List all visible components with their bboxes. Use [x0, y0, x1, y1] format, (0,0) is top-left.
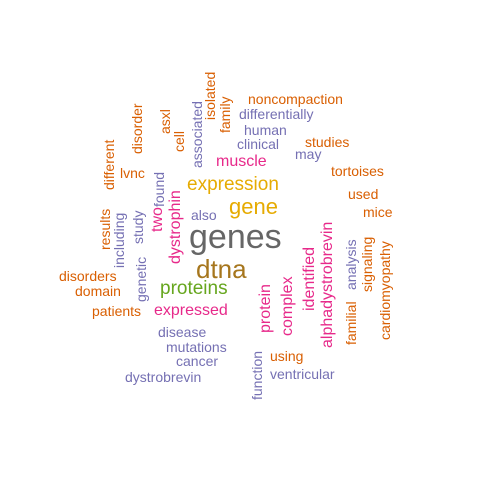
word-familial: familial: [343, 301, 359, 345]
word-identified: identified: [301, 246, 318, 311]
word-disorder: disorder: [129, 103, 145, 154]
word-dystrobrevin: dystrobrevin: [125, 369, 202, 385]
word-differentially: differentially: [239, 106, 314, 122]
word-protein: protein: [257, 284, 274, 333]
word-ventricular: ventricular: [270, 366, 335, 382]
word-found: found: [151, 171, 167, 207]
word-mutations: mutations: [166, 339, 227, 355]
word-studies: studies: [305, 134, 350, 150]
word-gene: gene: [229, 194, 278, 219]
word-genetic: genetic: [133, 256, 149, 302]
word-mice: mice: [363, 204, 393, 220]
word-disorders: disorders: [59, 268, 117, 284]
word-muscle: muscle: [216, 153, 267, 170]
word-cancer: cancer: [176, 353, 219, 369]
word-asxl: asxl: [157, 109, 173, 134]
word-used: used: [348, 186, 379, 202]
word-results: results: [97, 208, 113, 250]
word-disease: disease: [158, 324, 207, 340]
word-expressed: expressed: [154, 302, 228, 319]
word-also: also: [191, 207, 217, 223]
word-alphadystrobrevin: alphadystrobrevin: [319, 221, 336, 348]
word-lvnc: lvnc: [120, 165, 145, 181]
word-analysis: analysis: [343, 239, 359, 290]
word-study: study: [130, 210, 146, 244]
word-function: function: [249, 350, 265, 400]
word-expression: expression: [187, 174, 279, 195]
word-clinical: clinical: [237, 136, 280, 152]
word-proteins: proteins: [160, 278, 228, 299]
word-dtna: dtna: [196, 254, 247, 284]
word-complex: complex: [279, 276, 296, 336]
word-signaling: signaling: [359, 236, 375, 292]
word-domain: domain: [75, 283, 121, 299]
word-dystrophin: dystrophin: [167, 190, 184, 264]
word-cell: cell: [171, 130, 187, 152]
word-human: human: [244, 122, 287, 138]
word-may: may: [295, 146, 322, 162]
word-cardiomyopathy: cardiomyopathy: [377, 241, 393, 340]
word-family: family: [217, 96, 233, 133]
word-genes: genes: [189, 218, 282, 256]
word-two: two: [149, 207, 166, 232]
word-patients: patients: [92, 303, 142, 319]
word-tortoises: tortoises: [331, 163, 384, 179]
word-using: using: [270, 348, 304, 364]
word-including: including: [111, 212, 127, 268]
word-noncompaction: noncompaction: [248, 91, 343, 107]
word-isolated: isolated: [202, 71, 218, 120]
word-different: different: [101, 139, 117, 190]
